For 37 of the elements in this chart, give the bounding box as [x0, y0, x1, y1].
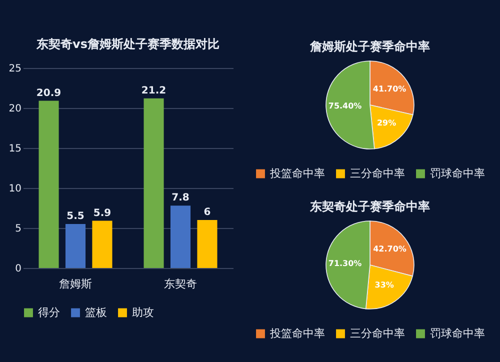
data-label: 33% [374, 280, 394, 290]
bar [170, 206, 191, 268]
legend-label: 罚球命中率 [430, 166, 485, 180]
data-label: 20.9 [36, 88, 62, 99]
data-label: 41.70% [372, 84, 406, 94]
bar [38, 100, 59, 268]
legend-label: 罚球命中率 [430, 326, 485, 340]
data-label: 6 [204, 207, 211, 218]
data-label: 71.30% [328, 258, 362, 268]
data-label: 42.70% [373, 244, 406, 254]
legend-label: 三分命中率 [350, 166, 405, 180]
y-tick-label: 10 [8, 184, 22, 194]
data-label: 21.2 [141, 85, 166, 96]
x-tick-label: 东契奇 [164, 278, 197, 290]
y-tick-label: 20 [8, 104, 22, 114]
legend-label: 篮板 [85, 306, 107, 319]
data-label: 5.9 [93, 208, 112, 219]
bar [92, 220, 112, 268]
data-label: 5.5 [66, 211, 84, 222]
x-tick-label: 詹姆斯 [59, 278, 92, 290]
legend-label: 投篮命中率 [269, 166, 325, 180]
bar [65, 224, 86, 268]
chart-title: 詹姆斯处子赛季命中率 [309, 39, 430, 54]
legend-label: 得分 [38, 306, 60, 319]
data-label: 75.40% [328, 101, 362, 110]
y-tick-label: 25 [8, 64, 22, 74]
y-tick-label: 0 [15, 264, 22, 274]
y-tick-label: 5 [15, 224, 22, 234]
bar [197, 220, 218, 268]
chart-title: 东契奇处子赛季命中率 [309, 199, 430, 214]
data-label: 7.8 [172, 192, 190, 204]
data-label: 29% [376, 118, 396, 128]
y-tick-label: 15 [8, 144, 22, 154]
legend-label: 助攻 [132, 306, 154, 319]
bar [144, 98, 164, 268]
legend-label: 投篮命中率 [269, 326, 325, 340]
legend-label: 三分命中率 [350, 326, 405, 340]
